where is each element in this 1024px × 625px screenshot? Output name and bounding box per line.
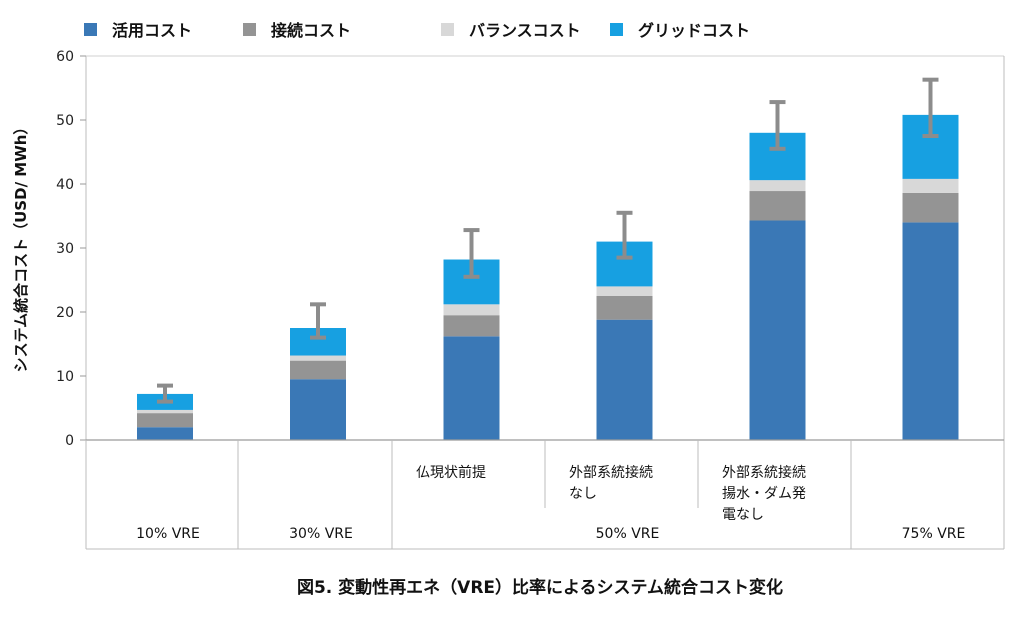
bar-segment-3-cat-6 bbox=[902, 178, 959, 193]
legend-swatch-4 bbox=[610, 23, 623, 36]
y-tick-label: 60 bbox=[56, 49, 74, 65]
legend-swatch-1 bbox=[84, 23, 97, 36]
bar-segment-1-cat-1 bbox=[137, 427, 193, 440]
category-label-line: なし bbox=[569, 486, 597, 502]
category-label-line: 外部系統接続 bbox=[569, 464, 653, 481]
plot-area bbox=[137, 77, 959, 440]
bar-segment-2-cat-2 bbox=[290, 360, 346, 380]
bar-segment-3-cat-1 bbox=[137, 409, 193, 414]
bar-segment-1-cat-4 bbox=[596, 319, 653, 440]
y-tick-label: 40 bbox=[56, 177, 74, 193]
y-tick-label: 10 bbox=[56, 369, 74, 385]
group-label-1: 10% VRE bbox=[136, 526, 200, 542]
category-label-3: 仏現状前提 bbox=[416, 464, 486, 481]
bar-segment-3-cat-2 bbox=[290, 355, 346, 361]
category-label-4: 外部系統接続なし bbox=[569, 464, 653, 502]
bar-segment-3-cat-3 bbox=[443, 304, 500, 316]
bar-segment-1-cat-6 bbox=[902, 222, 959, 440]
bar-segment-1-cat-5 bbox=[749, 220, 806, 440]
bar-segment-2-cat-5 bbox=[749, 191, 806, 221]
y-axis: 0 10 20 30 40 50 60 bbox=[56, 49, 1005, 549]
category-label-line: 揚水・ダム発 bbox=[722, 485, 806, 502]
category-label-line: 外部系統接続 bbox=[722, 464, 806, 481]
legend: 活用コスト 接続コスト バランスコスト グリッドコスト bbox=[84, 21, 750, 40]
legend-swatch-2 bbox=[243, 23, 256, 36]
bar-segment-3-cat-4 bbox=[596, 286, 653, 296]
category-label-5: 外部系統接続揚水・ダム発電なし bbox=[722, 464, 806, 523]
bar-segment-2-cat-6 bbox=[902, 192, 959, 223]
bar-segment-3-cat-5 bbox=[749, 180, 806, 192]
group-label-2: 30% VRE bbox=[289, 526, 353, 542]
y-axis-label: システム統合コスト（USD/ MWh） bbox=[12, 120, 30, 373]
category-label-line: 仏現状前提 bbox=[416, 464, 486, 481]
group-label-4: 75% VRE bbox=[902, 526, 966, 542]
legend-swatch-3 bbox=[441, 23, 454, 36]
legend-label-2: 接続コスト bbox=[271, 21, 351, 40]
bar-segment-1-cat-3 bbox=[443, 336, 500, 440]
y-tick-label: 50 bbox=[56, 113, 74, 129]
group-label-3: 50% VRE bbox=[596, 526, 660, 542]
legend-label-3: バランスコスト bbox=[469, 21, 581, 40]
category-label-line: 電なし bbox=[722, 507, 764, 523]
y-tick-label: 30 bbox=[56, 241, 74, 257]
bar-segment-2-cat-1 bbox=[137, 413, 193, 428]
legend-label-1: 活用コスト bbox=[112, 21, 192, 40]
bar-segment-1-cat-2 bbox=[290, 379, 346, 440]
bar-segment-2-cat-3 bbox=[443, 315, 500, 337]
y-tick-label: 20 bbox=[56, 305, 74, 321]
legend-label-4: グリッドコスト bbox=[638, 21, 750, 40]
bar-segment-2-cat-4 bbox=[596, 296, 653, 320]
y-tick-label: 0 bbox=[65, 433, 74, 449]
chart-title: 図5. 変動性再エネ（VRE）比率によるシステム統合コスト変化 bbox=[297, 577, 783, 598]
